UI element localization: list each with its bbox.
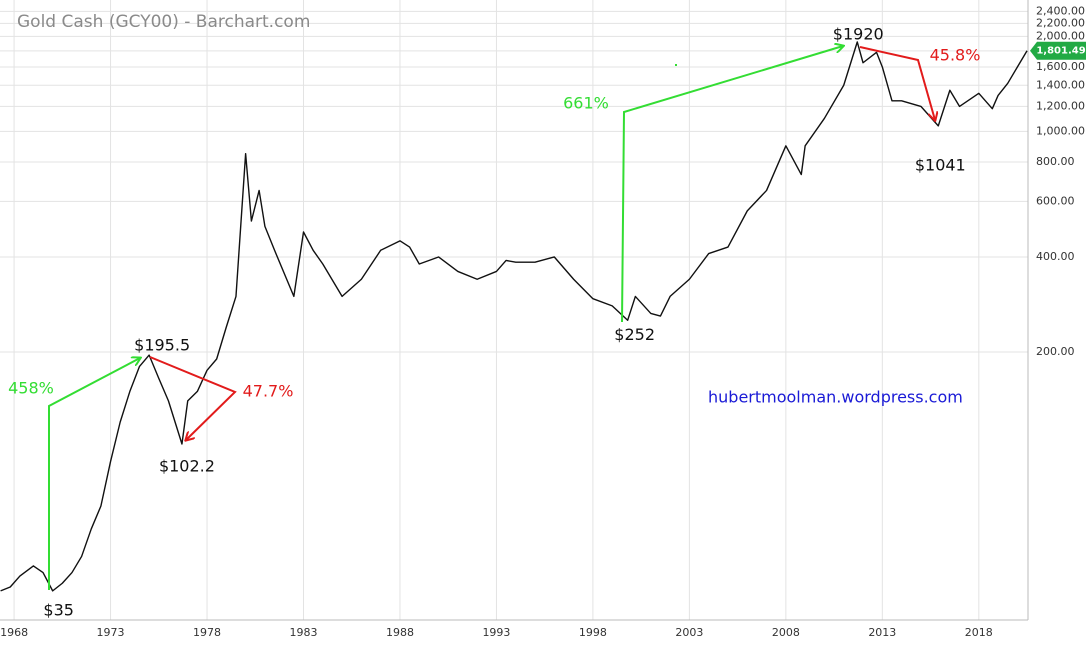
percent-annotation: 47.7% xyxy=(243,382,294,401)
percent-annotation: 45.8% xyxy=(930,46,981,65)
x-tick-label: 1988 xyxy=(386,626,414,639)
price-annotation: $35 xyxy=(43,600,74,619)
chart-title: Gold Cash (GCY00) - Barchart.com xyxy=(17,12,310,32)
y-tick-label: 2,400.00 xyxy=(1036,4,1085,17)
y-tick-label: 1,600.00 xyxy=(1036,60,1085,73)
price-annotation: $1920 xyxy=(833,24,884,43)
y-tick-label: 800.00 xyxy=(1036,155,1075,168)
rise-arrow xyxy=(621,46,843,323)
y-tick-label: 1,200.00 xyxy=(1036,99,1085,112)
x-tick-label: 1978 xyxy=(193,626,221,639)
grid xyxy=(0,0,1028,620)
price-annotation: $1041 xyxy=(915,155,966,174)
x-tick-label: 1983 xyxy=(289,626,317,639)
y-tick-label: 2,000.00 xyxy=(1036,29,1085,42)
last-price-tag xyxy=(1030,41,1086,60)
y-tick-label: 2,200.00 xyxy=(1036,16,1085,29)
percent-annotation: 458% xyxy=(8,379,54,398)
price-line xyxy=(0,41,1028,592)
y-tick-label: 1,000.00 xyxy=(1036,124,1085,137)
x-tick-label: 1973 xyxy=(97,626,125,639)
x-tick-label: 1968 xyxy=(0,626,28,639)
x-tick-label: 2018 xyxy=(965,626,993,639)
x-tick-label: 1993 xyxy=(482,626,510,639)
y-tick-label: 1,400.00 xyxy=(1036,78,1085,91)
percent-annotation: 661% xyxy=(563,94,609,113)
fall-arrow xyxy=(859,46,935,120)
x-tick-label: 1998 xyxy=(579,626,607,639)
price-annotation: $195.5 xyxy=(134,336,190,355)
price-annotation: $102.2 xyxy=(159,457,215,476)
y-tick-label: 400.00 xyxy=(1036,250,1075,263)
fall-arrow xyxy=(149,356,237,440)
price-annotation: $252 xyxy=(614,325,655,344)
y-tick-label: 200.00 xyxy=(1036,345,1075,358)
rise-arrow xyxy=(48,358,140,590)
dot xyxy=(675,64,677,66)
y-tick-label: 600.00 xyxy=(1036,194,1075,207)
watermark: hubertmoolman.wordpress.com xyxy=(708,388,963,407)
last-price-label: 1,801.49 xyxy=(1036,46,1085,57)
x-tick-label: 2013 xyxy=(868,626,896,639)
x-tick-label: 2003 xyxy=(675,626,703,639)
plot xyxy=(0,41,1028,592)
x-tick-label: 2008 xyxy=(772,626,800,639)
